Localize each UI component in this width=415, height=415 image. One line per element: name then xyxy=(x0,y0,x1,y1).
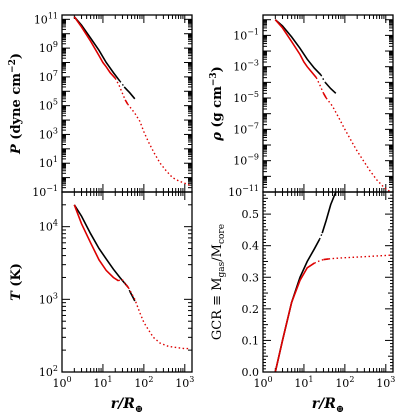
series-line-temperature-5 xyxy=(125,283,130,289)
y-tick-label: 0.2 xyxy=(242,303,260,316)
x-tick-label: 102 xyxy=(335,375,354,390)
y-tick-label: 101 xyxy=(39,155,58,170)
panel-frame xyxy=(262,191,394,373)
y-axis-label: T (K) xyxy=(9,263,24,301)
y-tick-label: 0.4 xyxy=(242,240,260,253)
series-line-pressure-5 xyxy=(124,99,129,105)
x-tick-label: 101 xyxy=(294,375,313,390)
series-line-density-5 xyxy=(322,92,327,99)
y-tick-label: 10−1 xyxy=(233,27,259,42)
x-tick-label: 100 xyxy=(253,375,272,390)
y-tick-label: 0.3 xyxy=(242,271,260,284)
y-tick-label: 102 xyxy=(39,364,58,379)
series-line-density-6 xyxy=(325,97,391,192)
series-line-temperature-2 xyxy=(128,290,136,302)
y-tick-label: 10−7 xyxy=(233,121,259,136)
panel-gcr: 0.0 0.1 0.2 0.3 0.4 0.5 GCR ≡ Mgas/Mcore 100 101… xyxy=(210,191,395,415)
series-line-temperature-4 xyxy=(118,278,127,285)
series-line-temperature-3 xyxy=(73,204,119,282)
series-line-temperature-0 xyxy=(73,204,129,288)
y-tick-label: 10−3 xyxy=(233,59,259,74)
y-tick-label: 1011 xyxy=(34,11,58,26)
series-line-density-3 xyxy=(274,19,317,79)
series-line-gcr-2 xyxy=(321,192,337,234)
y-tick-label: 103 xyxy=(39,291,58,306)
series-line-pressure-6 xyxy=(127,103,190,186)
x-tick-label: 102 xyxy=(134,375,153,390)
panel-frame xyxy=(262,14,394,193)
series-line-density-1 xyxy=(320,74,326,83)
y-tick-label: 103 xyxy=(39,126,58,141)
series-line-gcr-5 xyxy=(323,258,329,261)
y-tick-label: 10−5 xyxy=(233,90,259,105)
x-axis-label: r/R⊕ xyxy=(111,396,144,415)
series-line-pressure-2 xyxy=(123,86,136,100)
x-tick-label: 100 xyxy=(52,375,71,390)
y-axis-label: ρ (g cm−3) xyxy=(209,66,225,142)
y-tick-label: 10−9 xyxy=(233,153,259,168)
series-line-density-0 xyxy=(274,19,322,76)
series-line-temperature-6 xyxy=(127,287,190,350)
series-line-gcr-4 xyxy=(314,258,324,264)
series-line-gcr-1 xyxy=(318,232,323,240)
series-line-density-4 xyxy=(315,77,325,94)
series-line-pressure-3 xyxy=(73,16,116,79)
y-tick-label: 0.0 xyxy=(242,366,260,379)
x-tick-label: 101 xyxy=(93,375,112,390)
panel-density: 10−11 10−9 10−7 10−5 10−3 10−1 ρ (g cm−3) xyxy=(209,14,394,199)
y-tick-label: 0.5 xyxy=(242,208,260,221)
series-line-pressure-1 xyxy=(119,80,125,88)
x-tick-label: 103 xyxy=(376,375,395,390)
y-tick-label: 10−1 xyxy=(32,184,58,199)
x-tick-label: 103 xyxy=(175,375,194,390)
series-line-density-2 xyxy=(324,81,337,94)
series-line-gcr-6 xyxy=(328,254,391,260)
y-tick-label: 104 xyxy=(39,219,58,234)
series-line-gcr-0 xyxy=(274,239,321,372)
panel-frame xyxy=(61,191,193,373)
y-axis-label: P (dyne cm−2) xyxy=(8,53,24,155)
y-tick-label: 107 xyxy=(39,69,58,84)
y-tick-label: 109 xyxy=(39,40,58,55)
x-axis-label: r/R⊕ xyxy=(312,396,345,415)
y-tick-label: 10−11 xyxy=(228,184,259,199)
panel-pressure: 10−1 101 103 105 107 109 1011 P (dyne cm−2) xyxy=(8,11,193,199)
series-line-gcr-3 xyxy=(274,262,315,372)
series-line-pressure-0 xyxy=(73,16,121,82)
series-line-pressure-4 xyxy=(114,77,126,101)
y-axis-label: GCR ≡ Mgas/Mcore xyxy=(210,224,227,340)
y-tick-label: 0.1 xyxy=(242,334,260,347)
y-tick-label: 105 xyxy=(39,98,58,113)
panel-temperature: 102 103 104 T (K) 100 101 102 103 r/R⊕ xyxy=(9,191,194,415)
